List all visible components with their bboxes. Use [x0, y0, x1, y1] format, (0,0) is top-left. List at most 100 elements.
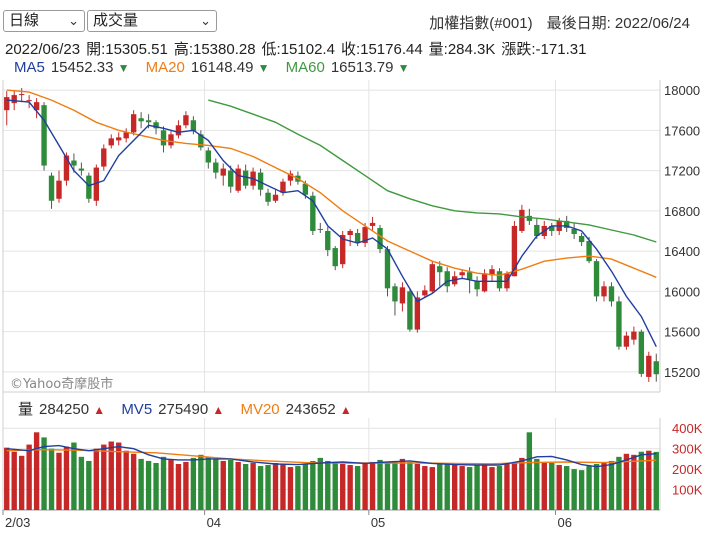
triangle-down-icon: ▼ — [397, 61, 410, 75]
candle-body — [145, 120, 152, 123]
candle-body — [130, 114, 137, 133]
volume-bar — [48, 448, 55, 510]
candle-body — [384, 249, 391, 289]
candle-body — [616, 301, 622, 347]
volume-bar — [130, 453, 137, 510]
indicator-select[interactable]: 成交量 ⌄ — [87, 10, 217, 32]
volume-bar — [11, 451, 17, 510]
candle-body — [56, 180, 62, 199]
period-select[interactable]: 日線 ⌄ — [3, 10, 85, 32]
candle-body — [511, 225, 518, 277]
candle-body — [101, 148, 107, 167]
candle-body — [63, 155, 70, 181]
ohlc-low: 低:15102.4 — [261, 41, 335, 58]
volume-bar — [302, 464, 309, 510]
volume-tick-label: 400K — [672, 421, 703, 436]
candle-body — [160, 130, 167, 146]
candle-body — [287, 173, 294, 181]
candle-body — [489, 269, 495, 276]
volume-bar — [235, 461, 241, 510]
ohlc-date: 2022/06/23 — [5, 41, 81, 58]
candle-body — [399, 287, 406, 304]
candle-body — [272, 194, 279, 201]
header-info: 加權指數(#001) 最後日期: 2022/06/24 — [429, 12, 690, 33]
chevron-down-icon: ⌄ — [200, 13, 211, 28]
candle-body — [198, 134, 204, 148]
volume-bar — [377, 459, 383, 510]
candle-body — [48, 175, 55, 201]
candle-body — [601, 286, 607, 297]
ma60-line — [208, 99, 657, 243]
ohlc-volume: 量:284.3K — [428, 41, 496, 58]
candle-body — [183, 115, 189, 126]
volume-bar — [242, 464, 249, 510]
volume-bar — [108, 441, 114, 510]
candle-body — [93, 167, 100, 201]
volume-bar — [369, 461, 376, 510]
candle-body — [11, 95, 17, 104]
candle-body — [646, 355, 652, 377]
ma60-label: MA60 — [285, 59, 325, 76]
candle-body — [280, 181, 286, 193]
volume-bar — [160, 456, 167, 510]
candle-body — [205, 150, 212, 163]
triangle-up-icon: ▲ — [212, 403, 225, 417]
volume-bar — [78, 456, 85, 510]
candle-body — [459, 272, 465, 276]
candle-body — [593, 261, 600, 297]
price-tick-label: 18000 — [664, 83, 700, 98]
candle-body — [138, 118, 144, 122]
volume-bar — [496, 466, 503, 510]
triangle-up-icon: ▲ — [93, 403, 106, 417]
vol-label: 量 — [18, 401, 34, 418]
volume-bar — [116, 442, 122, 510]
candle-body — [228, 170, 234, 187]
mv5-value: 275490 — [158, 401, 209, 418]
mv20-value: 243652 — [285, 401, 336, 418]
volume-bar — [534, 458, 540, 510]
candle-body — [213, 162, 219, 173]
candle-body — [422, 290, 428, 296]
volume-bar — [437, 464, 443, 510]
ohlc-close: 收:15176.44 — [340, 41, 423, 58]
volume-bar — [578, 470, 585, 510]
candle-body — [534, 224, 540, 236]
volume-bar — [86, 460, 92, 510]
candle-body — [362, 226, 368, 244]
candle-body — [220, 168, 226, 176]
volume-bar — [33, 432, 40, 510]
ohlc-readout: 2022/06/23 開:15305.51 高:15380.28 低:15102.4 收… — [5, 38, 592, 59]
volume-bar — [541, 461, 547, 510]
volume-bar — [280, 464, 286, 510]
candle-body — [265, 192, 271, 202]
volume-bar — [287, 467, 294, 510]
candle-body — [153, 122, 159, 129]
candle-body — [86, 175, 92, 199]
volume-bar — [362, 464, 368, 510]
candle-body — [168, 134, 174, 146]
candle-body — [33, 102, 40, 111]
candle-body — [526, 215, 533, 221]
volume-bar — [18, 455, 25, 510]
volume-bar — [4, 447, 10, 510]
mv20-label: MV20 — [240, 401, 280, 418]
candle-body — [586, 241, 592, 262]
candle-body — [123, 132, 129, 139]
ma5-value: 15452.33 — [50, 59, 114, 76]
candle-body — [474, 281, 480, 290]
volume-bar — [56, 452, 62, 510]
price-tick-label: 17200 — [664, 164, 700, 179]
ohlc-change: 漲跌:-171.31 — [501, 41, 587, 58]
candle-body — [317, 228, 323, 230]
ma-legend: MA5 15452.33 ▼ MA20 16148.49 ▼ MA60 16513.7… — [14, 59, 421, 76]
candle-body — [623, 335, 630, 347]
candle-body — [571, 228, 577, 234]
volume-bar — [265, 465, 271, 510]
candle-body — [496, 271, 503, 289]
mv20-line — [6, 448, 657, 465]
ma5-legend: MA5 15452.33 ▼ — [14, 59, 129, 76]
x-tick-label: 06 — [557, 515, 571, 530]
candle-body — [116, 137, 122, 141]
x-tick-label: 2/03 — [5, 515, 30, 530]
